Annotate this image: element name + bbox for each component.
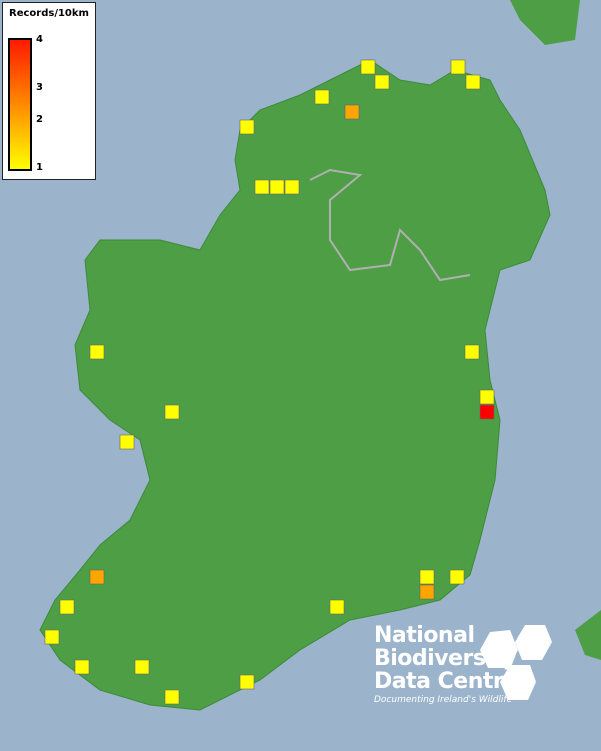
record-square xyxy=(344,104,360,120)
record-square xyxy=(449,569,465,585)
legend-title: Records/10km xyxy=(9,8,89,19)
legend-color-scale xyxy=(8,38,32,171)
legend-tick-1: 1 xyxy=(36,162,43,173)
legend-tick-2: 2 xyxy=(36,114,43,125)
wales-landmass xyxy=(575,610,601,660)
legend-tick-4: 4 xyxy=(36,34,43,45)
ireland-landmass xyxy=(39,59,551,711)
record-square xyxy=(44,629,60,645)
record-square xyxy=(269,179,285,195)
record-square xyxy=(360,59,376,75)
record-square xyxy=(119,434,135,450)
legend: Records/10km 4 3 2 1 xyxy=(2,2,96,180)
record-square xyxy=(134,659,150,675)
scotland-landmass xyxy=(510,0,580,45)
record-square xyxy=(74,659,90,675)
record-square xyxy=(329,599,345,615)
legend-tick-3: 3 xyxy=(36,82,43,93)
border-line xyxy=(309,168,471,282)
record-square xyxy=(374,74,390,90)
logo-line-1: National xyxy=(374,623,475,648)
record-square xyxy=(465,74,481,90)
record-square xyxy=(479,404,495,420)
record-square xyxy=(89,569,105,585)
record-square xyxy=(450,59,466,75)
record-square xyxy=(59,599,75,615)
logo-line-3: Data Centre xyxy=(374,669,518,694)
logo-line-2: Biodiversity xyxy=(374,646,517,671)
record-square xyxy=(164,404,180,420)
record-square xyxy=(164,689,180,705)
record-square xyxy=(284,179,300,195)
record-square xyxy=(314,89,330,105)
record-square xyxy=(419,584,435,600)
record-square xyxy=(464,344,480,360)
logo-tagline: Documenting Ireland's Wildlife xyxy=(374,695,513,705)
record-square xyxy=(254,179,270,195)
record-square xyxy=(89,344,105,360)
record-square xyxy=(239,119,255,135)
record-square xyxy=(239,674,255,690)
record-square xyxy=(419,569,435,585)
record-square xyxy=(479,389,495,405)
nbdc-logo: National Biodiversity Data Centre Docume… xyxy=(374,624,518,705)
